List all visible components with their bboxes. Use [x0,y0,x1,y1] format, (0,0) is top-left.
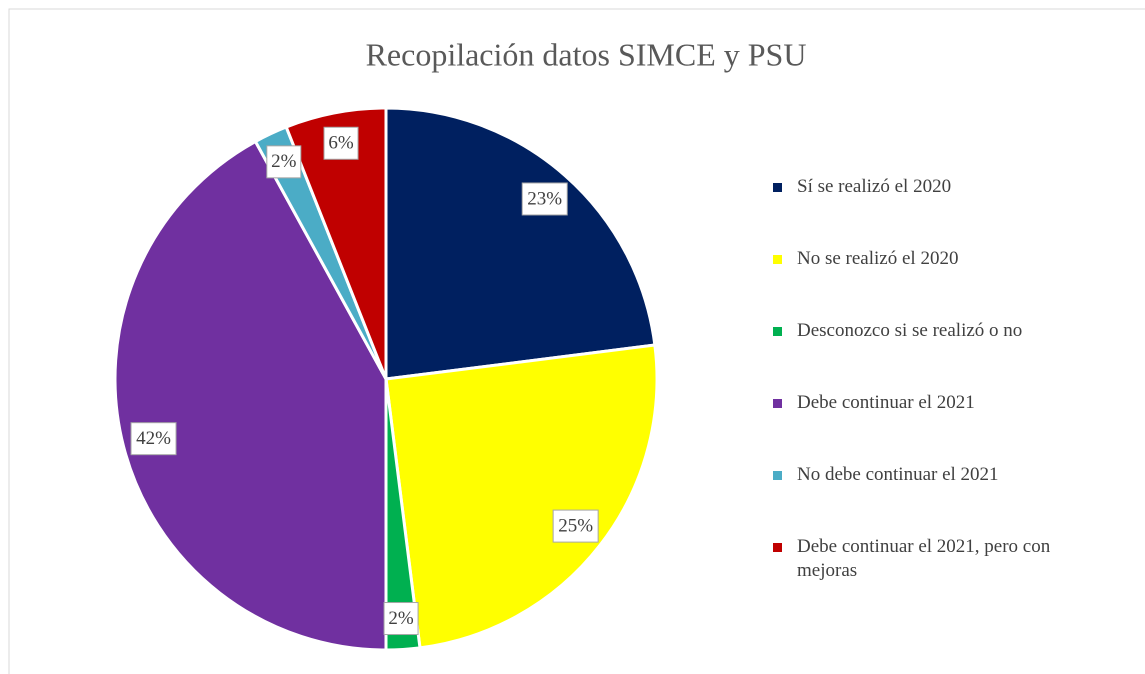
data-label-box [266,145,302,179]
pie-slice [113,139,388,652]
data-label: 2% [271,151,297,172]
legend-item: Desconozco si se realizó o no [773,319,1093,391]
pie-slice [384,106,657,381]
data-label: 6% [328,133,354,154]
legend-label: No se realizó el 2020 [797,248,959,269]
data-label-box [552,509,599,543]
legend-item: Sí se realizó el 2020 [773,175,1093,247]
legend: Sí se realizó el 2020 No se realizó el 20… [773,175,1093,607]
data-label-box [323,126,359,160]
data-label: 23% [527,188,562,209]
legend-item: No debe continuar el 2021 [773,463,1093,535]
legend-item: Debe continuar el 2021 [773,391,1093,463]
data-label: 42% [136,428,171,449]
data-label: 25% [558,515,593,536]
legend-item: No se realizó el 2020 [773,247,1093,319]
legend-swatch [773,327,782,336]
legend-swatch [773,183,782,192]
data-label-box [130,422,177,456]
legend-item: Debe continuar el 2021, pero con mejoras [773,535,1093,607]
chart-title: Recopilación datos SIMCE y PSU [366,36,807,72]
legend-swatch [773,543,782,552]
pie-slice [384,343,659,650]
chart-border [8,8,1145,674]
legend-label: Desconozco si se realizó o no [797,320,1023,341]
data-label: 2% [388,608,414,629]
pie-slice [284,106,388,380]
legend-swatch [773,255,782,264]
legend-label: Sí se realizó el 2020 [797,176,952,197]
legend-label: No debe continuar el 2021 [797,464,999,485]
legend-swatch [773,471,782,480]
data-label-box [521,182,568,216]
legend-swatch [773,399,782,408]
data-label-box [383,602,419,636]
legend-label: Debe continuar el 2021 [797,392,975,413]
legend-label: Debe continuar el 2021, pero con mejoras [797,536,1051,581]
